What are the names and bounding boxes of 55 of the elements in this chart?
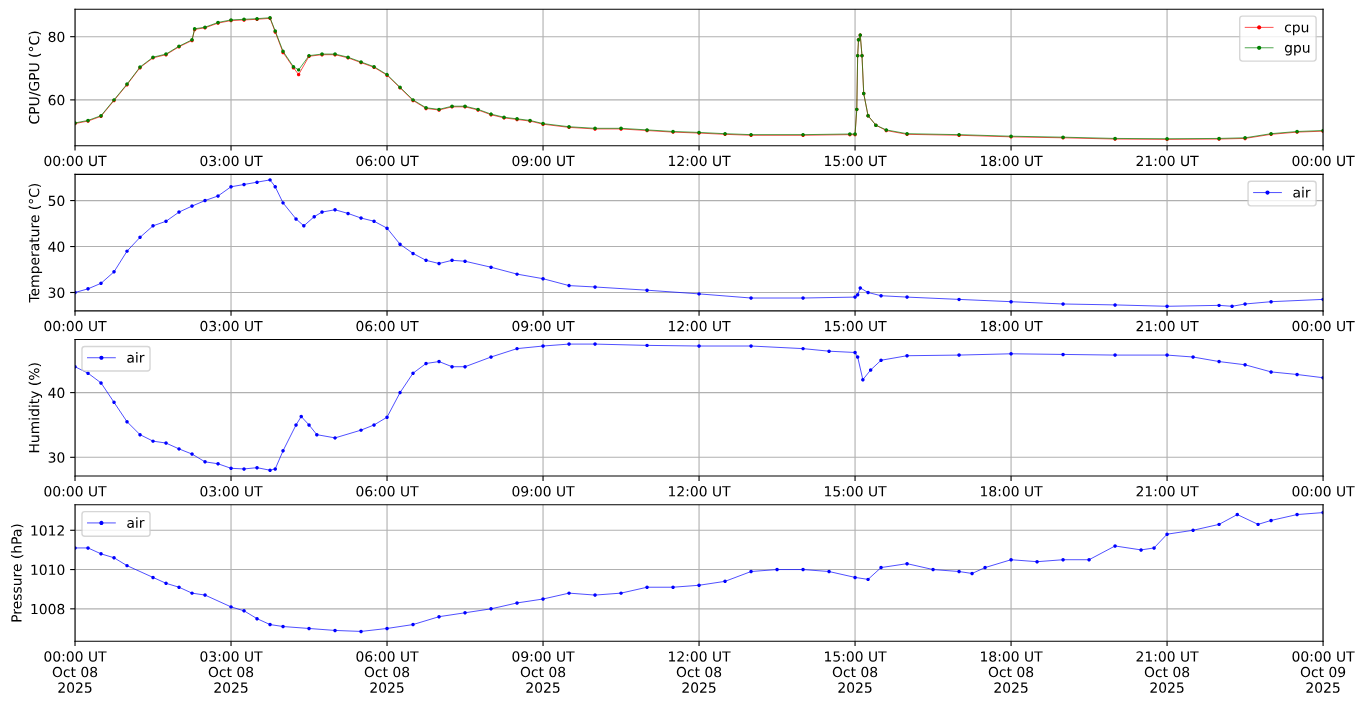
x-tick-label: 15:00 UT	[825, 155, 887, 167]
legend-label: gpu	[1284, 44, 1310, 56]
y-tick-label: 1012	[31, 525, 64, 536]
y-tick-label: 60	[48, 94, 65, 106]
y-axis-title: Temperature (°C)	[28, 183, 43, 303]
x-tick-label: 18:00 UT	[981, 486, 1043, 497]
y-tick-label: 1008	[31, 603, 65, 615]
x-tick-label: 12:00 UT	[669, 155, 731, 167]
x-tick-label: 09:00 UT	[512, 486, 575, 497]
x-tick-label: 21:00 UT	[1136, 486, 1199, 497]
x-tick-label: 00:00 UT	[1292, 155, 1355, 167]
y-axis-title: Humidity (%)	[28, 363, 43, 453]
y-tick-label: 30	[48, 287, 65, 298]
x-tick-label: 06:00 UT	[356, 320, 419, 332]
x-tick-label: 18:00 UT	[981, 155, 1043, 167]
x-tick-label: 21:00 UT	[1136, 320, 1199, 332]
legend-label: air	[1293, 186, 1311, 198]
x-tick-label: 09:00 UT	[512, 320, 575, 332]
x-tick-label: 03:00 UT	[200, 155, 263, 167]
x-tick-label: 15:00 UT	[825, 320, 887, 332]
legend-label: air	[127, 517, 145, 528]
x-tick-label: 00:00 UT	[1292, 486, 1355, 497]
x-tick-label: 06:00 UT Oct 08 2025	[356, 651, 419, 693]
y-axis-title: Pressure (hPa)	[10, 524, 24, 622]
x-tick-label: 12:00 UT Oct 08 2025	[669, 651, 731, 693]
y-tick-label: 80	[48, 31, 65, 43]
x-tick-label: 00:00 UT Oct 09 2025	[1292, 651, 1355, 693]
x-tick-label: 06:00 UT	[356, 486, 419, 497]
x-tick-label: 00:00 UT	[44, 486, 107, 497]
x-tick-label: 06:00 UT	[356, 155, 419, 167]
x-tick-label: 18:00 UT	[981, 320, 1043, 332]
x-tick-label: 21:00 UT	[1136, 155, 1199, 167]
x-tick-label: 03:00 UT	[200, 320, 263, 332]
y-tick-label: 30	[48, 452, 65, 463]
y-tick-label: 1010	[31, 564, 65, 576]
x-tick-label: 09:00 UT Oct 08 2025	[512, 651, 575, 693]
x-tick-label: 12:00 UT	[669, 320, 731, 332]
y-tick-label: 40	[48, 241, 65, 253]
x-tick-label: 15:00 UT	[825, 486, 887, 497]
x-tick-label: 21:00 UT Oct 08 2025	[1136, 651, 1199, 693]
legend-label: cpu	[1284, 24, 1309, 36]
x-tick-label: 03:00 UT Oct 08 2025	[200, 651, 263, 693]
y-axis-title: CPU/GPU (°C)	[28, 31, 42, 124]
legend-label: air	[127, 352, 145, 363]
x-tick-label: 09:00 UT	[512, 155, 575, 167]
x-tick-label: 18:00 UT Oct 08 2025	[981, 651, 1043, 693]
x-tick-label: 12:00 UT	[669, 486, 731, 497]
y-tick-label: 50	[48, 195, 65, 207]
x-tick-label: 15:00 UT Oct 08 2025	[825, 651, 887, 693]
y-tick-label: 40	[48, 387, 65, 399]
x-tick-label: 00:00 UT	[44, 155, 107, 167]
x-tick-label: 03:00 UT	[200, 486, 263, 497]
x-tick-label: 00:00 UT	[44, 320, 107, 332]
x-tick-label: 00:00 UT Oct 08 2025	[44, 651, 107, 693]
x-tick-label: 00:00 UT	[1292, 320, 1355, 332]
